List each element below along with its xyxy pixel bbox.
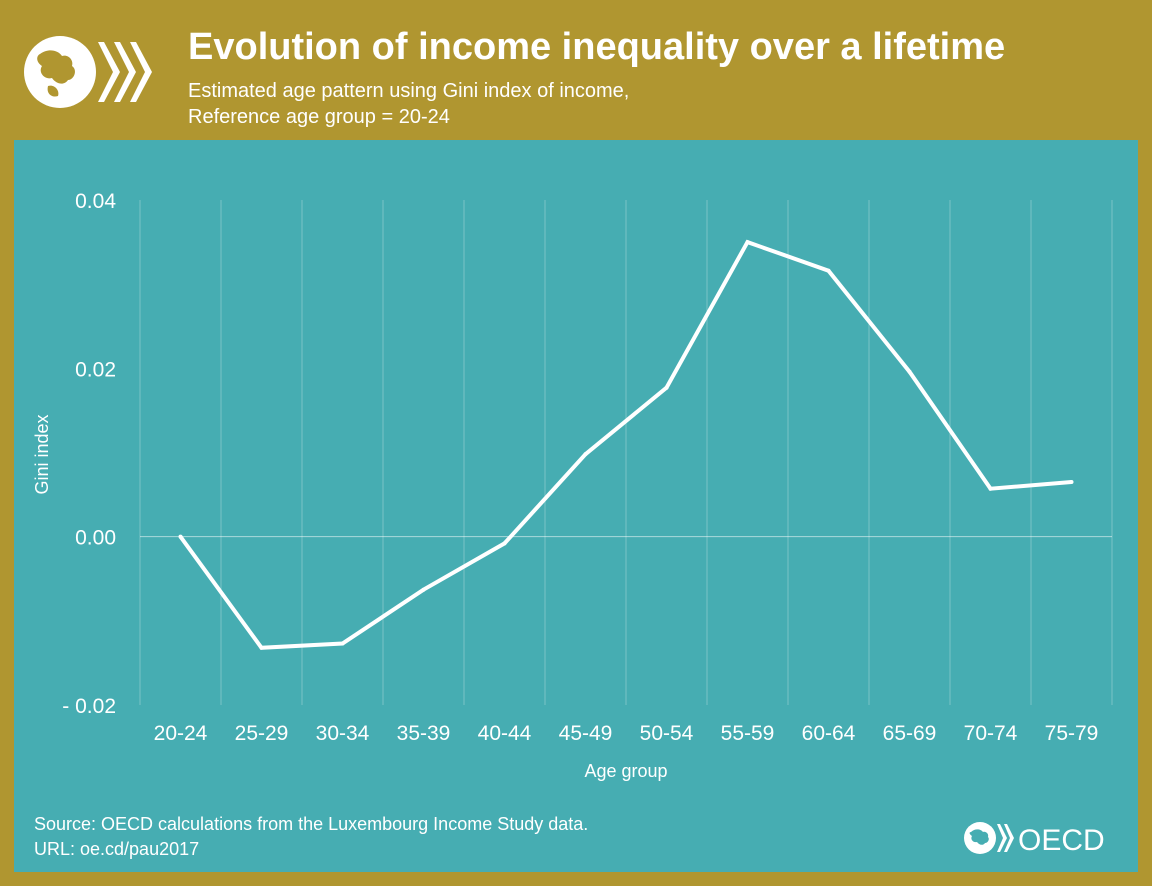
url-note: URL: oe.cd/pau2017 xyxy=(34,839,200,859)
data-point xyxy=(502,541,507,546)
x-tick-label: 75-79 xyxy=(1045,722,1099,745)
x-tick-label: 45-49 xyxy=(559,722,613,745)
x-tick-label: 70-74 xyxy=(964,722,1018,745)
chart-panel: - 0.02 0.00 0.02 0.04 20-24 25-29 30-34 35-39 40… xyxy=(14,140,1138,872)
x-tick-label: 20-24 xyxy=(154,722,208,745)
subtitle-line-2: Reference age group = 20-24 xyxy=(188,106,450,128)
data-point xyxy=(745,240,750,245)
data-point xyxy=(907,369,912,374)
oecd-globe-logo xyxy=(24,36,152,108)
oecd-logo-text: OECD xyxy=(1018,824,1105,857)
line-chart: - 0.02 0.00 0.02 0.04 20-24 25-29 30-34 35-39 40… xyxy=(32,190,1113,781)
data-point xyxy=(259,645,264,650)
gini-series-line xyxy=(178,239,1072,650)
y-axis-label: Gini index xyxy=(32,414,52,494)
data-point xyxy=(988,486,993,491)
data-point xyxy=(178,534,183,539)
subtitle-line-1: Estimated age pattern using Gini index o… xyxy=(188,80,630,102)
source-note: Source: OECD calculations from the Luxem… xyxy=(34,814,589,834)
data-point xyxy=(421,587,426,592)
y-tick-label: 0.02 xyxy=(75,358,116,381)
x-tick-label: 55-59 xyxy=(721,722,775,745)
x-axis-label: Age group xyxy=(584,761,667,781)
x-tick-label: 35-39 xyxy=(397,722,451,745)
x-tick-label: 30-34 xyxy=(316,722,370,745)
x-tick-label: 50-54 xyxy=(640,722,694,745)
y-tick-label: 0.04 xyxy=(75,190,116,213)
x-tick-label: 25-29 xyxy=(235,722,289,745)
y-tick-label: - 0.02 xyxy=(62,695,116,718)
footer: Source: OECD calculations from the Luxem… xyxy=(34,812,588,862)
x-tick-label: 40-44 xyxy=(478,722,532,745)
oecd-brand-logo: OECD xyxy=(964,822,1105,857)
chart-subtitle: Estimated age pattern using Gini index o… xyxy=(188,78,629,130)
x-tick-label: 60-64 xyxy=(802,722,856,745)
data-point xyxy=(340,641,345,646)
data-point xyxy=(1069,479,1074,484)
data-point xyxy=(664,385,669,390)
data-point xyxy=(826,268,831,273)
y-tick-label: 0.00 xyxy=(75,527,116,550)
chart-title: Evolution of income inequality over a li… xyxy=(188,26,1006,68)
x-tick-label: 65-69 xyxy=(883,722,937,745)
data-point xyxy=(583,452,588,457)
